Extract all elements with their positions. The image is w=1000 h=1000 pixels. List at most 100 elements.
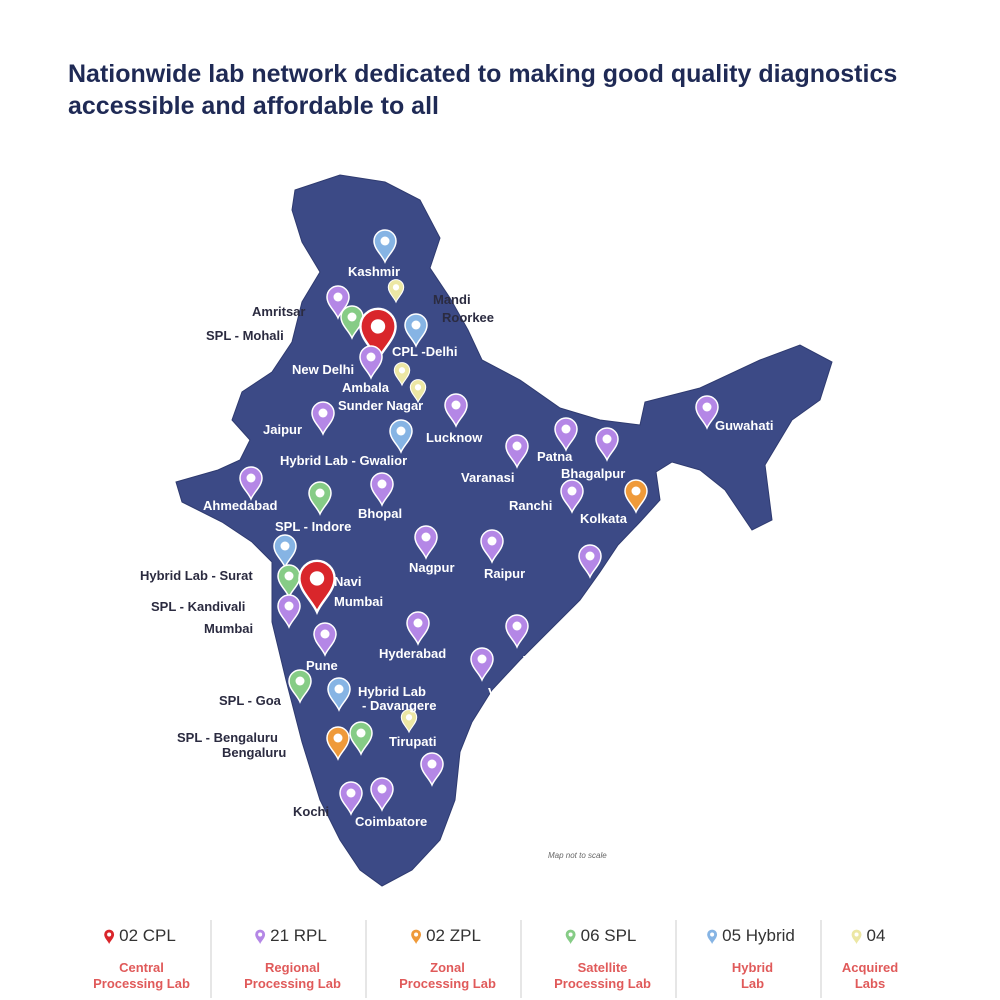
pin-hole xyxy=(398,367,406,374)
legend-label-line: Zonal xyxy=(430,960,465,975)
title: Nationwide lab network dedicated to maki… xyxy=(68,60,898,120)
legend-count: 06 SPL xyxy=(581,926,637,945)
pin-hole xyxy=(309,571,325,586)
city-label: Bhopal xyxy=(358,506,402,521)
legend-label-line: Processing Lab xyxy=(399,976,496,991)
pin-hole xyxy=(370,319,386,334)
city-label: Vijaywada xyxy=(488,685,551,700)
legend-count: 21 RPL xyxy=(270,926,327,945)
city-label: Mumbai xyxy=(334,594,383,609)
city-label: Kashmir xyxy=(348,264,400,279)
city-label: Hybrid Lab - Surat xyxy=(140,568,253,583)
pin-hole xyxy=(568,932,573,937)
city-label: SPL - Goa xyxy=(219,693,282,708)
legend-label-line: Processing Lab xyxy=(244,976,341,991)
pin xyxy=(389,419,413,453)
legend-pin xyxy=(707,929,718,944)
city-label: Lucknow xyxy=(426,430,483,445)
city-label: Raipur xyxy=(484,566,525,581)
pin xyxy=(624,479,648,513)
pin xyxy=(359,307,397,362)
pin xyxy=(277,594,301,628)
pin xyxy=(288,669,312,703)
pin-hole xyxy=(414,932,419,937)
pin xyxy=(393,362,411,386)
city-label: Roorkee xyxy=(442,310,494,325)
pin-hole xyxy=(366,352,376,362)
pin-hole xyxy=(318,408,328,418)
pin-hole xyxy=(315,488,325,498)
city-label: Coimbatore xyxy=(355,814,427,829)
pin-hole xyxy=(320,629,330,639)
pin-hole xyxy=(561,424,571,434)
pin-hole xyxy=(377,479,387,489)
pin xyxy=(420,752,444,786)
legend-pin xyxy=(565,929,576,944)
pin xyxy=(359,345,383,379)
legend-label: Acquired Labs xyxy=(842,960,898,991)
pin-hole xyxy=(347,312,357,322)
legend-count: 04 xyxy=(867,926,886,945)
pin xyxy=(326,285,350,319)
city-label: Ahmedabad xyxy=(203,498,277,513)
city-label: SPL - Mohali xyxy=(206,328,284,343)
legend-pin xyxy=(104,929,115,944)
pin-shape xyxy=(707,929,718,944)
legend-label-line: Processing Lab xyxy=(554,976,651,991)
city-label: Bhagalpur xyxy=(561,466,625,481)
pin-hole xyxy=(284,571,294,581)
legend-label-line: Regional xyxy=(265,960,320,975)
pin xyxy=(298,559,336,614)
pin-hole xyxy=(396,426,406,436)
pin-hole xyxy=(854,932,859,937)
pin-hole xyxy=(377,784,387,794)
pin xyxy=(311,401,335,435)
pin xyxy=(560,479,584,513)
pin-shape xyxy=(851,929,862,944)
pin-hole xyxy=(512,441,522,451)
legend-label-line: Satellite xyxy=(578,960,628,975)
pin-hole xyxy=(427,759,437,769)
pin-hole xyxy=(380,236,390,246)
city-label: Patna xyxy=(537,449,573,464)
city-label: Bengaluru xyxy=(222,745,286,760)
pin xyxy=(277,564,301,598)
pin-hole xyxy=(295,676,305,686)
city-label: New Delhi xyxy=(292,362,354,377)
pin-hole xyxy=(567,486,577,496)
pin-hole xyxy=(334,684,344,694)
pin xyxy=(400,709,418,733)
city-label: SPL - Kandivali xyxy=(151,599,245,614)
city-label: - Davangere xyxy=(362,698,436,713)
pin-hole xyxy=(631,486,641,496)
city-label: Hybrid Lab - Gwalior xyxy=(280,453,407,468)
pin xyxy=(370,777,394,811)
city-label: Sunder Nagar xyxy=(338,398,423,413)
legend-label-line: Processing Lab xyxy=(93,976,190,991)
pin-hole xyxy=(258,932,263,937)
legend-count: 05 Hybrid xyxy=(722,926,795,945)
city-label: SPL - Indore xyxy=(275,519,351,534)
city-label: Hybrid Lab xyxy=(358,684,426,699)
pin-hole xyxy=(284,601,294,611)
pin-hole xyxy=(107,932,112,937)
legend-label: Zonal Processing Lab xyxy=(399,960,496,991)
legend-label: Central Processing Lab xyxy=(93,960,190,991)
city-label: Pune xyxy=(306,658,338,673)
pin xyxy=(273,534,297,568)
pin xyxy=(444,393,468,427)
pin-hole xyxy=(512,621,522,631)
pin-hole xyxy=(585,551,595,561)
pin-hole xyxy=(356,728,366,738)
pin xyxy=(308,481,332,515)
legend-label-line: Acquired xyxy=(842,960,898,975)
pin-hole xyxy=(421,532,431,542)
city-label: Mandi xyxy=(433,292,471,307)
pin xyxy=(595,427,619,461)
city-label: Jaipur xyxy=(263,422,302,437)
city-label: Tirupati xyxy=(389,734,436,749)
pin-hole xyxy=(477,654,487,664)
pin-hole xyxy=(392,284,400,291)
pin xyxy=(554,417,578,451)
